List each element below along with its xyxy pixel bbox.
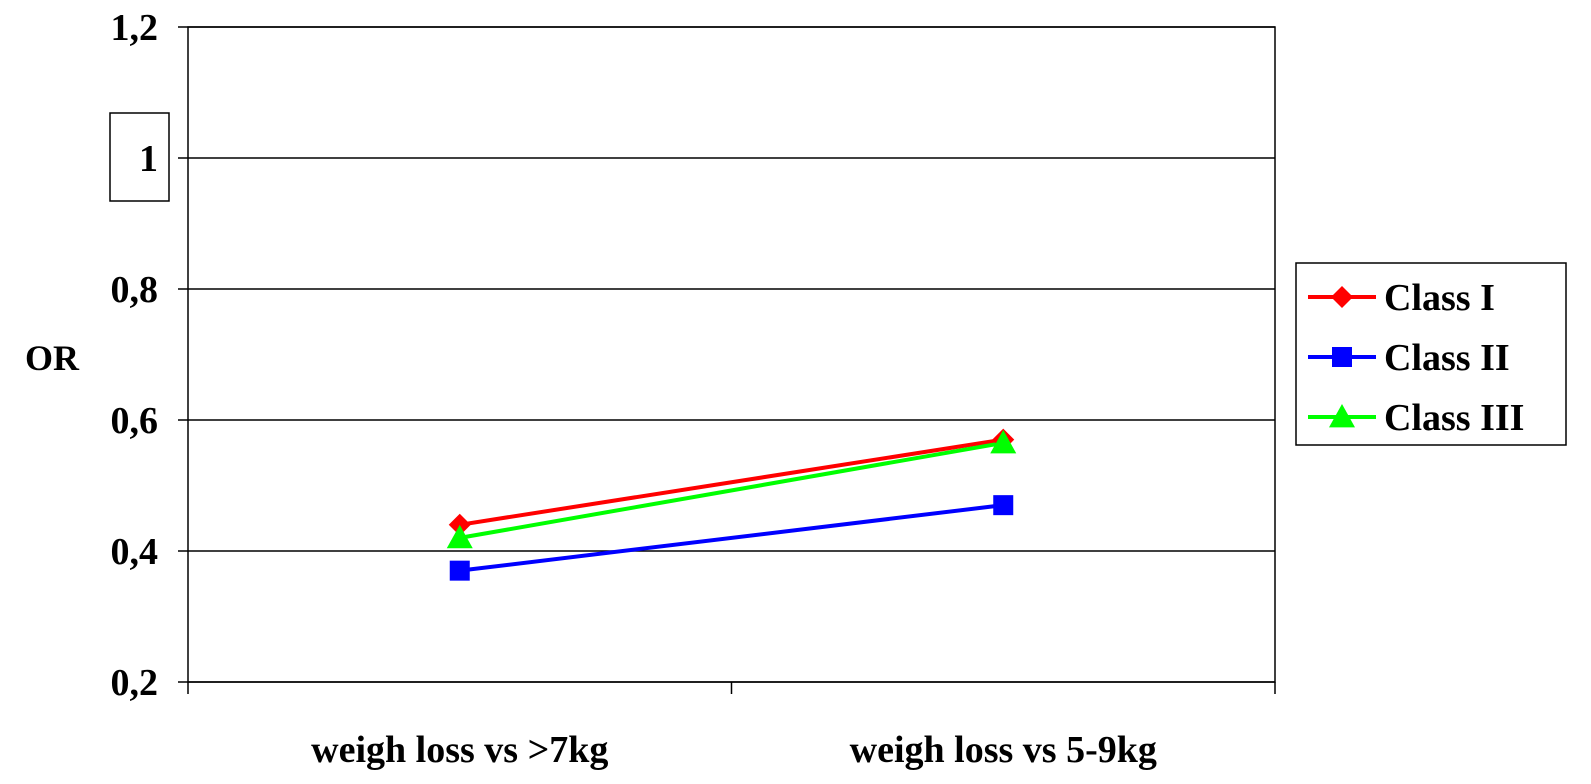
legend-label: Class II xyxy=(1384,337,1510,379)
y-tick-label: 1,2 xyxy=(111,7,159,49)
legend-marker xyxy=(1329,404,1355,428)
series-lines xyxy=(459,437,1004,573)
data-point xyxy=(449,560,470,581)
legend: Class I Class II Class III xyxy=(1295,262,1567,446)
series-line xyxy=(459,503,1004,573)
y-axis-label: OR xyxy=(25,338,80,378)
legend-marker xyxy=(1332,347,1352,367)
y-tick-highlight-box xyxy=(109,112,170,202)
series-line xyxy=(459,440,1004,540)
legend-item: Class III xyxy=(1308,397,1524,439)
x-tick-label: weigh loss vs >7kg xyxy=(311,729,608,771)
data-point xyxy=(993,495,1014,516)
x-tick-label: weigh loss vs 5-9kg xyxy=(850,729,1157,771)
y-axis: 0,2 0,4 0,6 0,8 1 1,2 xyxy=(109,7,188,704)
data-point xyxy=(446,524,473,549)
gridlines xyxy=(188,26,1275,683)
y-tick-label: 0,2 xyxy=(111,662,159,704)
series-line xyxy=(459,437,1004,527)
y-tick-label: 0,6 xyxy=(111,400,159,442)
y-tick-label: 1 xyxy=(139,138,158,180)
legend-marker xyxy=(1331,286,1353,308)
legend-item: Class I xyxy=(1308,277,1495,319)
legend-item: Class II xyxy=(1308,337,1510,379)
y-tick-label: 0,4 xyxy=(111,531,159,573)
x-axis: weigh loss vs >7kg weigh loss vs 5-9kg xyxy=(187,682,1276,771)
series-markers xyxy=(446,428,1017,581)
plot-area xyxy=(187,26,1276,683)
legend-label: Class I xyxy=(1384,277,1495,319)
data-point xyxy=(448,513,471,536)
legend-label: Class III xyxy=(1384,397,1524,439)
data-point xyxy=(990,429,1017,454)
y-tick-label: 0,8 xyxy=(111,269,159,311)
